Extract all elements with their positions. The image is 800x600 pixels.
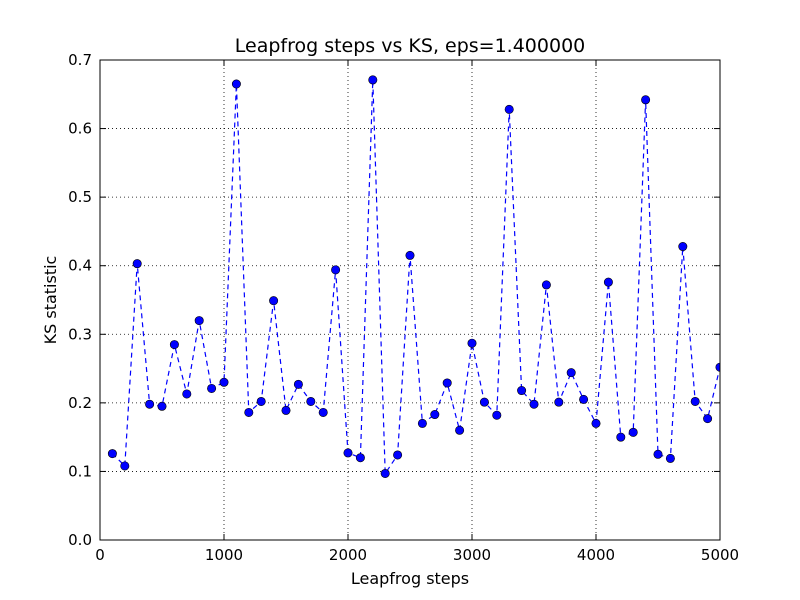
data-point <box>281 405 291 415</box>
plot-area <box>100 60 720 540</box>
x-tick-label: 2000 <box>329 546 367 564</box>
data-point <box>628 427 638 437</box>
data-point <box>355 453 365 463</box>
data-point <box>541 280 551 290</box>
data-point <box>517 386 527 396</box>
data-point <box>169 340 179 350</box>
data-point <box>380 468 390 478</box>
data-point <box>132 259 142 269</box>
y-tick-label: 0.0 <box>68 531 92 549</box>
x-tick-label: 0 <box>95 546 105 564</box>
chart-title: Leapfrog steps vs KS, eps=1.400000 <box>235 35 586 57</box>
y-tick-label: 0.7 <box>68 51 92 69</box>
data-point <box>194 316 204 326</box>
data-point <box>591 418 601 428</box>
data-point <box>653 449 663 459</box>
data-point <box>293 379 303 389</box>
data-point <box>566 368 576 378</box>
series-group <box>107 75 720 478</box>
data-point <box>616 432 626 442</box>
y-tick-label: 0.2 <box>68 394 92 412</box>
data-point <box>430 410 440 420</box>
data-point <box>492 410 502 420</box>
ticks: 0 1000 2000 3000 4000 5000 0.0 0.1 0.2 0.3 0.4 0.5 0… <box>68 51 739 564</box>
y-tick-label: 0.4 <box>68 257 92 275</box>
data-point <box>145 399 155 409</box>
data-point <box>231 79 241 89</box>
data-point <box>182 389 192 399</box>
data-point <box>219 377 229 387</box>
data-point <box>579 394 589 404</box>
data-point <box>318 407 328 417</box>
data-point <box>665 453 675 463</box>
data-point <box>554 397 564 407</box>
data-point <box>343 448 353 458</box>
data-point <box>703 414 713 424</box>
data-point <box>207 383 217 393</box>
data-point <box>256 396 266 406</box>
data-point <box>690 396 700 406</box>
x-tick-label: 3000 <box>453 546 491 564</box>
y-tick-label: 0.3 <box>68 325 92 343</box>
data-point <box>120 461 130 471</box>
data-point <box>306 396 316 406</box>
data-point <box>479 397 489 407</box>
data-point <box>603 277 613 287</box>
data-point <box>157 401 167 411</box>
data-point <box>529 399 539 409</box>
data-point <box>107 449 117 459</box>
data-point <box>331 265 341 275</box>
data-point <box>455 425 465 435</box>
x-axis-title: Leapfrog steps <box>351 569 469 588</box>
data-point <box>269 296 279 306</box>
y-axis-title: KS statistic <box>41 256 60 345</box>
plot-frame <box>99 59 721 541</box>
data-point <box>417 418 427 428</box>
y-tick-label: 0.6 <box>68 120 92 138</box>
x-tick-label: 4000 <box>577 546 615 564</box>
x-tick-label: 1000 <box>205 546 243 564</box>
y-tick-label: 0.5 <box>68 188 92 206</box>
data-point <box>368 75 378 85</box>
data-point <box>467 338 477 348</box>
data-point <box>504 104 514 114</box>
data-point <box>678 242 688 252</box>
data-point <box>244 407 254 417</box>
data-point <box>405 250 415 260</box>
x-tick-label: 5000 <box>701 546 739 564</box>
data-point <box>442 378 452 388</box>
data-point <box>641 95 651 105</box>
data-point <box>393 450 403 460</box>
y-tick-label: 0.1 <box>68 462 92 480</box>
series-layer <box>107 75 720 478</box>
